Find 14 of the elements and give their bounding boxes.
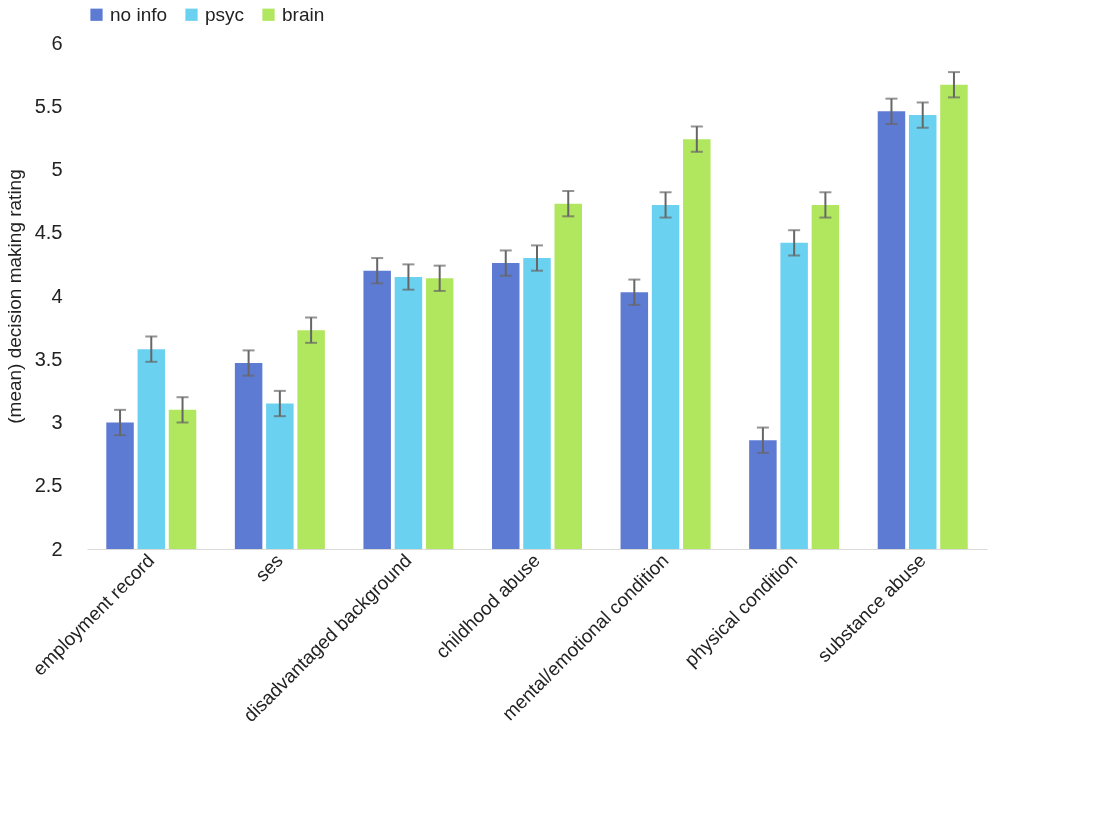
y-tick-label: 4.5 <box>34 221 63 244</box>
legend-label: psyc <box>205 3 245 25</box>
y-tick-label: 2.5 <box>34 474 63 497</box>
y-tick-label: 3.5 <box>34 347 63 370</box>
x-tick-label: ses <box>251 549 287 586</box>
y-axis-title: (mean) decision making rating <box>3 169 25 424</box>
y-tick-label: 5.5 <box>34 94 63 117</box>
y-tick-label: 3 <box>51 411 63 433</box>
legend-label: no info <box>110 3 168 25</box>
y-tick-label: 6 <box>51 31 63 54</box>
legend-label: brain <box>282 3 325 25</box>
y-tick-label: 4 <box>51 284 63 307</box>
y-tick-label: 5 <box>51 158 63 180</box>
y-tick-label: 2 <box>51 537 63 560</box>
